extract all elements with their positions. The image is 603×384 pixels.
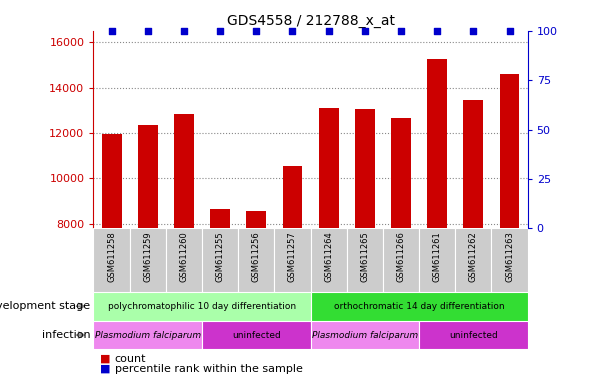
Text: GSM611258: GSM611258	[107, 231, 116, 282]
Bar	[347, 228, 383, 292]
Bar	[455, 228, 491, 292]
Text: development stage: development stage	[0, 301, 90, 311]
Bar	[499, 74, 519, 384]
Bar	[101, 134, 122, 384]
Text: Plasmodium falciparum: Plasmodium falciparum	[95, 331, 201, 339]
Text: polychromatophilic 10 day differentiation: polychromatophilic 10 day differentiatio…	[108, 302, 296, 311]
Bar	[311, 321, 419, 349]
Point	[324, 28, 333, 34]
Point	[505, 28, 514, 34]
Text: GSM611260: GSM611260	[180, 231, 188, 282]
Text: ■: ■	[99, 354, 110, 364]
Bar	[355, 109, 374, 384]
Point	[143, 28, 153, 34]
Text: Plasmodium falciparum: Plasmodium falciparum	[312, 331, 418, 339]
Bar	[383, 228, 419, 292]
Bar	[202, 228, 238, 292]
Text: ■: ■	[99, 364, 110, 374]
Bar	[166, 228, 202, 292]
Text: GSM611264: GSM611264	[324, 231, 333, 282]
Text: GSM611259: GSM611259	[144, 231, 152, 281]
Bar	[93, 228, 130, 292]
Bar	[130, 228, 166, 292]
Text: infection: infection	[42, 330, 90, 340]
Text: GSM611266: GSM611266	[397, 231, 405, 282]
Bar	[174, 114, 194, 384]
Point	[107, 28, 116, 34]
Text: percentile rank within the sample: percentile rank within the sample	[115, 364, 303, 374]
Text: GSM611262: GSM611262	[469, 231, 478, 282]
Point	[288, 28, 297, 34]
Bar	[491, 228, 528, 292]
Bar	[238, 228, 274, 292]
Bar	[463, 100, 483, 384]
Point	[179, 28, 189, 34]
Bar	[93, 292, 311, 321]
Bar	[311, 292, 528, 321]
Point	[396, 28, 406, 34]
Point	[251, 28, 261, 34]
Point	[215, 28, 225, 34]
Title: GDS4558 / 212788_x_at: GDS4558 / 212788_x_at	[227, 14, 394, 28]
Bar	[427, 59, 447, 384]
Bar	[138, 125, 158, 384]
Bar	[274, 228, 311, 292]
Point	[469, 28, 478, 34]
Text: GSM611256: GSM611256	[252, 231, 260, 282]
Text: orthochromatic 14 day differentiation: orthochromatic 14 day differentiation	[334, 302, 504, 311]
Text: GSM611265: GSM611265	[361, 231, 369, 282]
Point	[432, 28, 442, 34]
Bar	[282, 166, 302, 384]
Text: GSM611261: GSM611261	[433, 231, 441, 282]
Bar	[246, 211, 266, 384]
Text: uninfected: uninfected	[449, 331, 497, 339]
Bar	[318, 108, 338, 384]
Bar	[93, 321, 202, 349]
Bar	[210, 209, 230, 384]
Text: GSM611263: GSM611263	[505, 231, 514, 282]
Text: GSM611257: GSM611257	[288, 231, 297, 282]
Text: GSM611255: GSM611255	[216, 231, 224, 281]
Text: count: count	[115, 354, 146, 364]
Bar	[202, 321, 311, 349]
Bar	[391, 118, 411, 384]
Bar	[419, 228, 455, 292]
Bar	[419, 321, 528, 349]
Bar	[311, 228, 347, 292]
Text: uninfected: uninfected	[232, 331, 280, 339]
Point	[360, 28, 370, 34]
